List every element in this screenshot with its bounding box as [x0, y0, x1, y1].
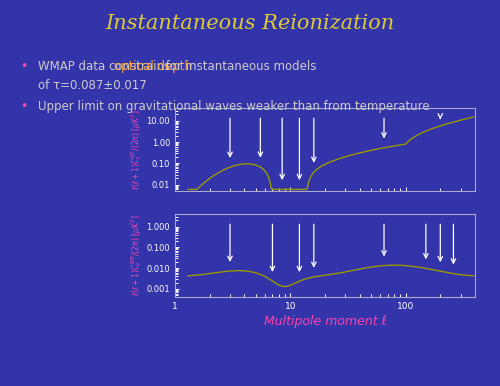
Text: Instantaneous Reionization: Instantaneous Reionization	[106, 14, 395, 32]
Text: Multipole moment ℓ: Multipole moment ℓ	[264, 315, 386, 328]
Y-axis label: $\ell(\ell+1)C_\ell^{EE}/(2\pi)$ [$\mu$K$^2$]: $\ell(\ell+1)C_\ell^{EE}/(2\pi)$ [$\mu$K…	[129, 109, 144, 190]
Text: optical depth: optical depth	[114, 60, 192, 73]
Text: •: •	[20, 60, 28, 73]
Text: WMAP data constrains: WMAP data constrains	[38, 60, 173, 73]
Text: for instantaneous models: for instantaneous models	[162, 60, 316, 73]
Text: Upper limit on gravitational waves weaker than from temperature: Upper limit on gravitational waves weake…	[38, 100, 429, 113]
Y-axis label: $\ell(\ell+1)C_\ell^{BB}/(2\pi)$ [$\mu$K$^2$]: $\ell(\ell+1)C_\ell^{BB}/(2\pi)$ [$\mu$K…	[129, 215, 144, 296]
Text: •: •	[20, 100, 28, 113]
Text: of τ=0.087±0.017: of τ=0.087±0.017	[38, 79, 146, 92]
